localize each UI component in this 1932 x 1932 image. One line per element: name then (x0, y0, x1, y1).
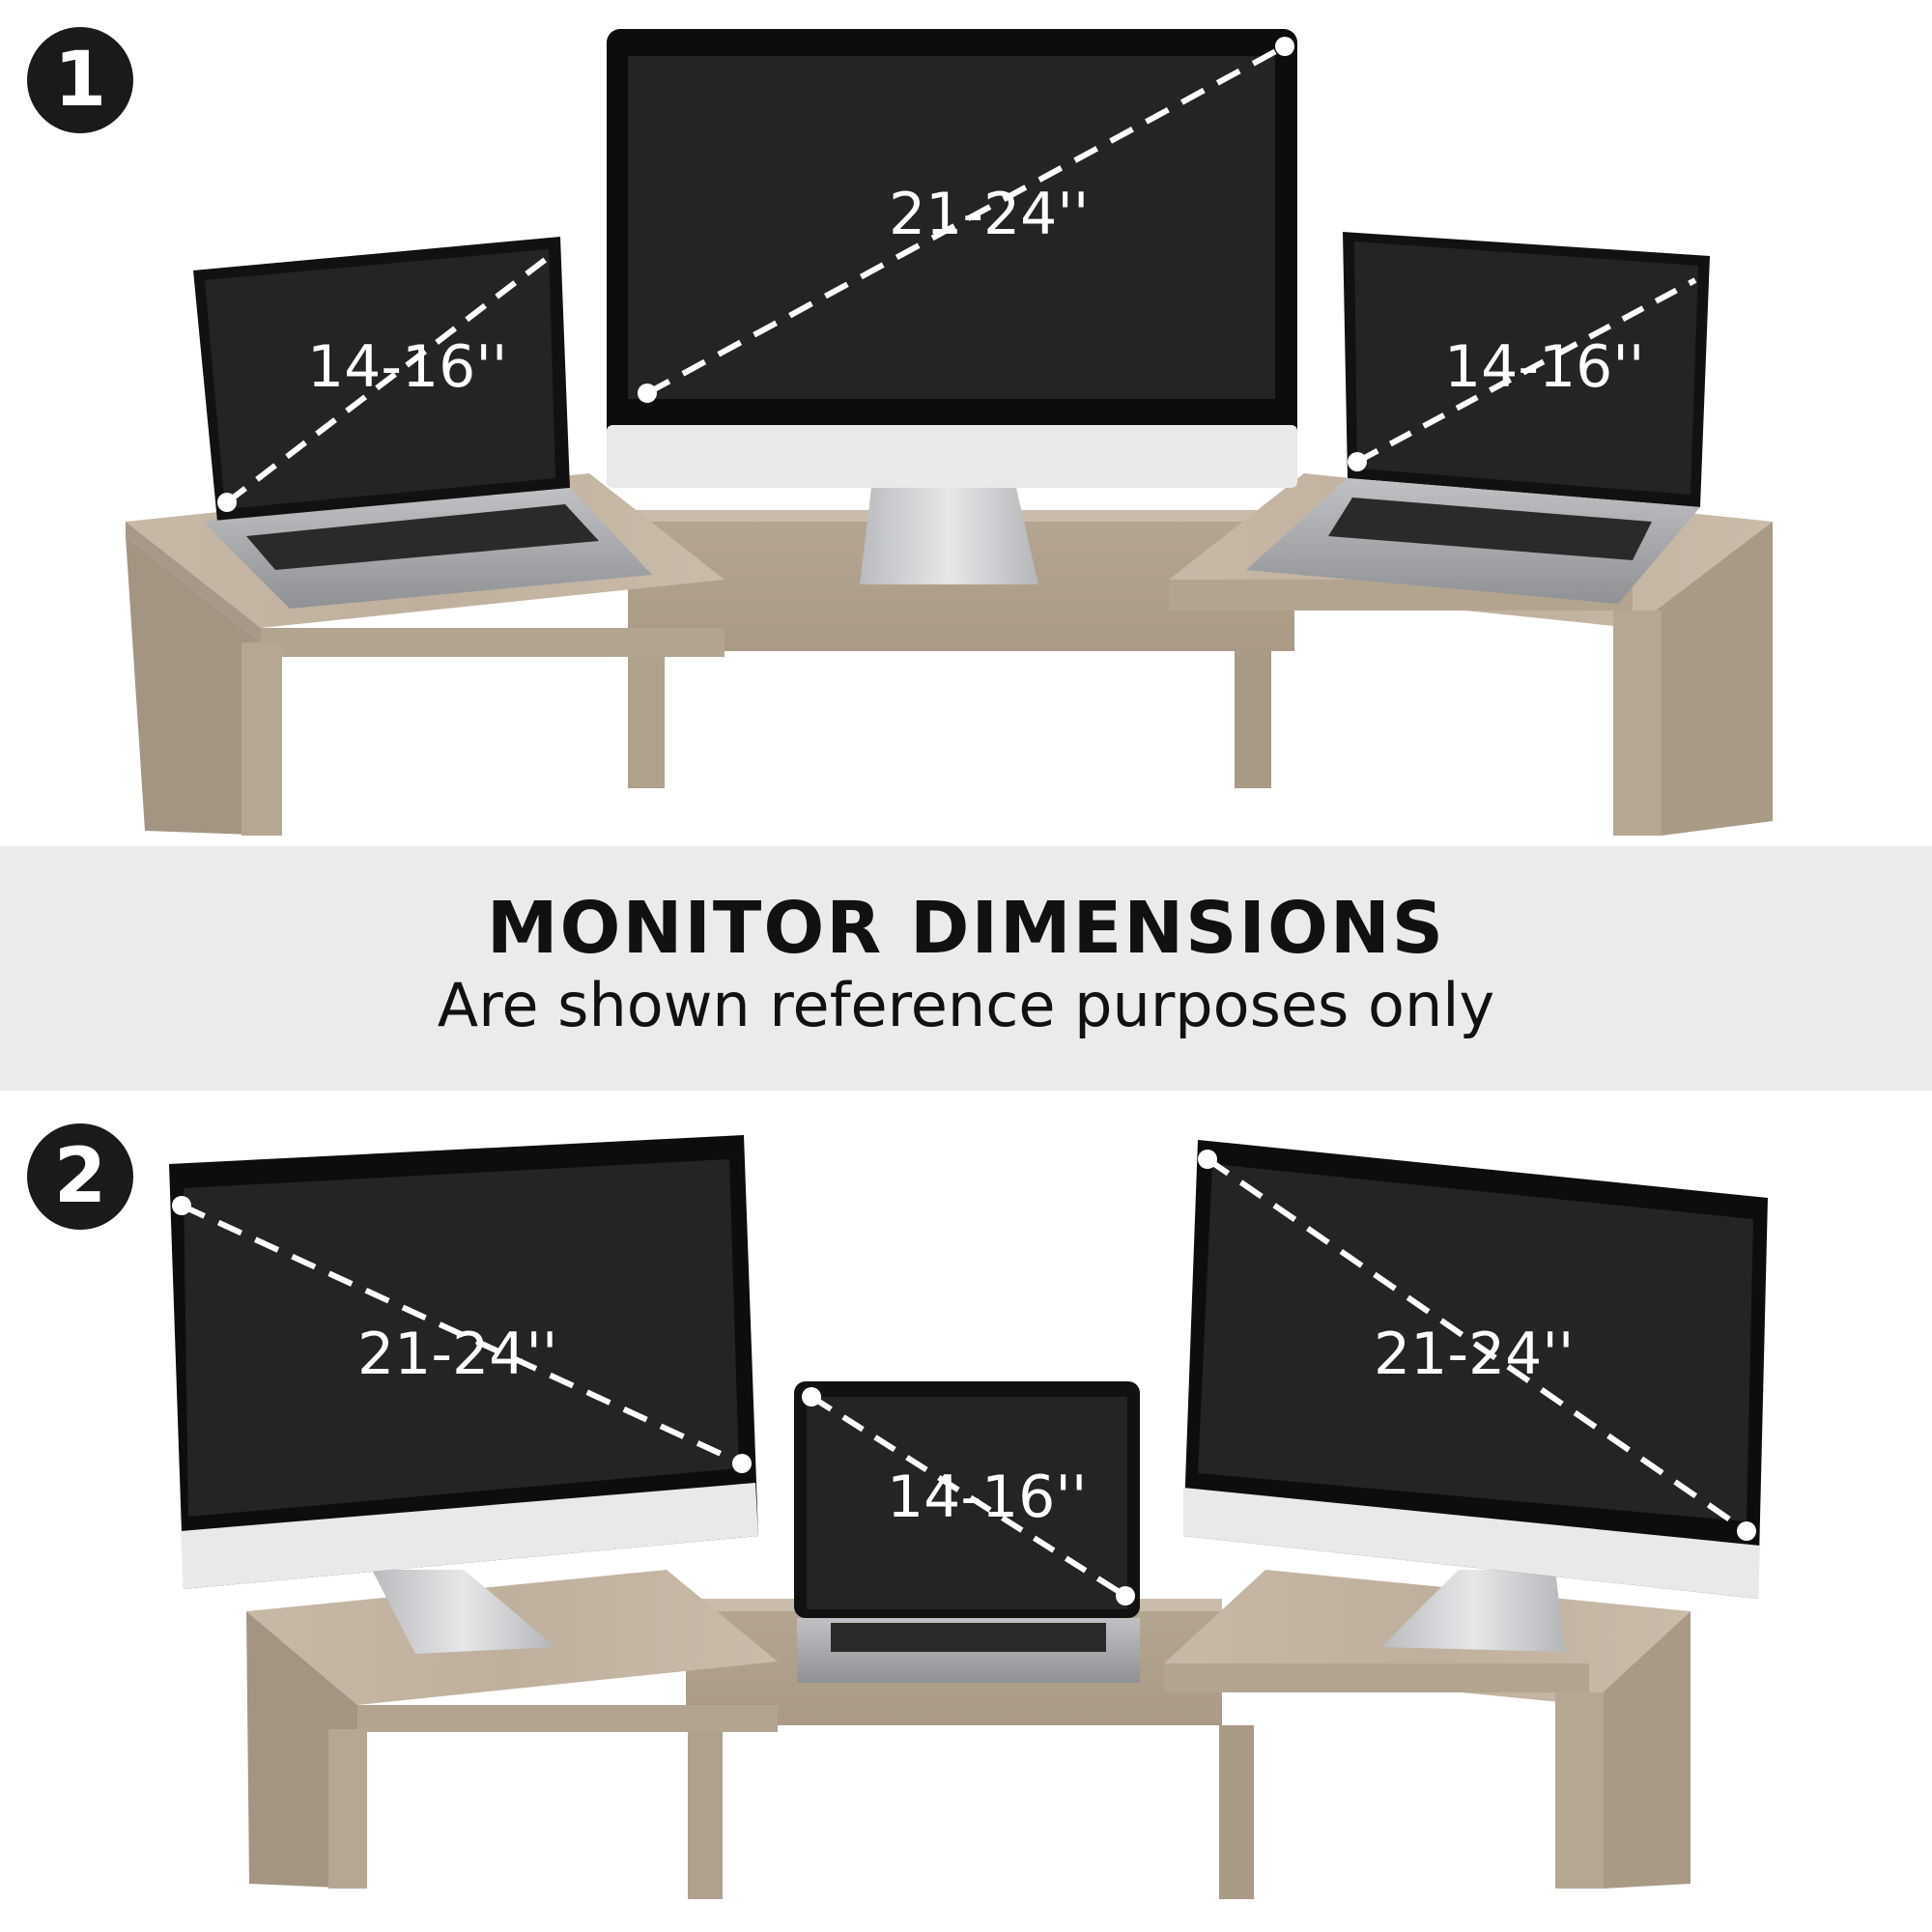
configuration-2 (169, 1135, 1768, 1899)
right-laptop-1 (1246, 232, 1710, 604)
left-laptop-1 (193, 237, 652, 609)
right-monitor-2 (1183, 1140, 1768, 1652)
banner-subtitle: Are shown reference purposes only (437, 970, 1495, 1040)
configuration-1 (126, 29, 1773, 836)
center-laptop-size-label: 14-16'' (887, 1463, 1088, 1531)
left-laptop-size-label: 14-16'' (307, 333, 508, 401)
center-monitor-size-label: 21-24'' (889, 181, 1090, 248)
left-monitor-size-label: 21-24'' (357, 1321, 558, 1388)
step-2-badge: 2 (27, 1123, 133, 1230)
left-monitor-2 (169, 1135, 758, 1654)
center-monitor-1 (607, 29, 1297, 584)
center-laptop-2 (794, 1381, 1140, 1683)
banner-title: MONITOR DIMENSIONS (486, 887, 1446, 970)
step-1-badge: 1 (27, 27, 133, 133)
info-banner (0, 846, 1932, 1091)
right-laptop-size-label: 14-16'' (1444, 333, 1645, 401)
right-monitor-size-label: 21-24'' (1374, 1321, 1575, 1388)
